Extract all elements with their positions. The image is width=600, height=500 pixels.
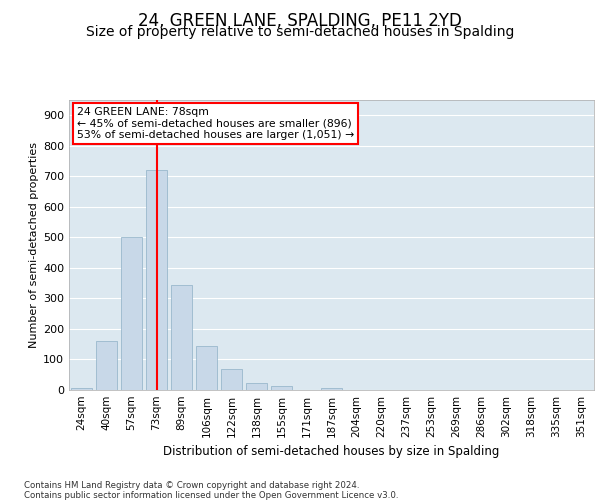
X-axis label: Distribution of semi-detached houses by size in Spalding: Distribution of semi-detached houses by … xyxy=(163,446,500,458)
Text: 24, GREEN LANE, SPALDING, PE11 2YD: 24, GREEN LANE, SPALDING, PE11 2YD xyxy=(138,12,462,30)
Text: Size of property relative to semi-detached houses in Spalding: Size of property relative to semi-detach… xyxy=(86,25,514,39)
Bar xyxy=(271,386,292,390)
Y-axis label: Number of semi-detached properties: Number of semi-detached properties xyxy=(29,142,39,348)
Bar xyxy=(246,384,267,390)
Bar xyxy=(171,284,192,390)
Text: 24 GREEN LANE: 78sqm
← 45% of semi-detached houses are smaller (896)
53% of semi: 24 GREEN LANE: 78sqm ← 45% of semi-detac… xyxy=(77,108,354,140)
Text: Contains public sector information licensed under the Open Government Licence v3: Contains public sector information licen… xyxy=(24,491,398,500)
Bar xyxy=(96,341,117,390)
Text: Contains HM Land Registry data © Crown copyright and database right 2024.: Contains HM Land Registry data © Crown c… xyxy=(24,481,359,490)
Bar xyxy=(71,388,92,390)
Bar xyxy=(221,369,242,390)
Bar xyxy=(321,388,342,390)
Bar xyxy=(121,238,142,390)
Bar xyxy=(196,346,217,390)
Bar xyxy=(146,170,167,390)
